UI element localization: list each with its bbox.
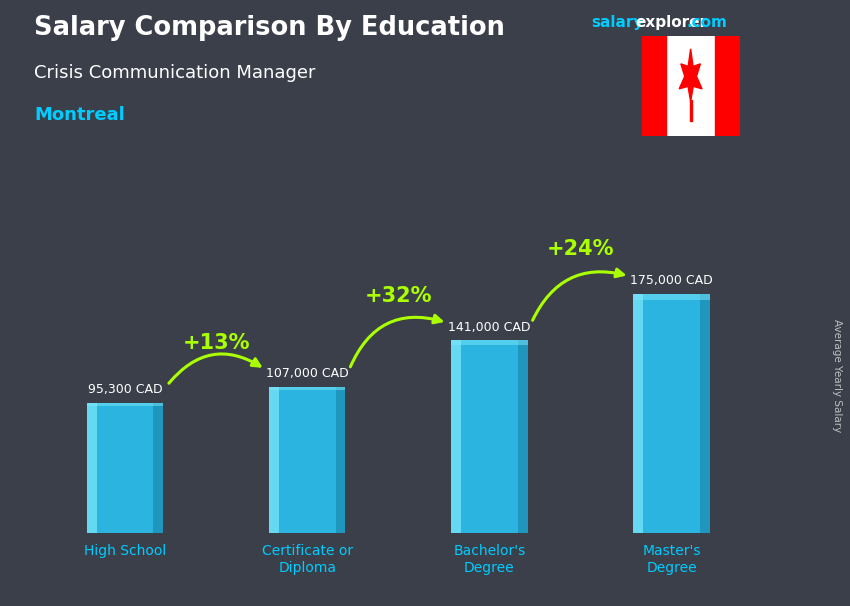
FancyBboxPatch shape [87,403,163,533]
Bar [633,293,643,533]
Bar [518,340,528,533]
FancyArrowPatch shape [350,315,441,367]
Bar [642,36,666,136]
Text: 95,300 CAD: 95,300 CAD [88,384,162,396]
Polygon shape [679,49,702,101]
Bar [451,340,461,533]
Text: 107,000 CAD: 107,000 CAD [266,367,348,381]
Bar [451,340,528,345]
Text: 141,000 CAD: 141,000 CAD [448,321,530,334]
FancyBboxPatch shape [269,387,345,533]
Bar [153,403,163,533]
Text: salary: salary [591,15,643,30]
Text: +13%: +13% [183,333,250,353]
FancyBboxPatch shape [633,293,710,533]
Bar [689,101,692,121]
Text: explorer: explorer [636,15,708,30]
FancyArrowPatch shape [533,269,623,320]
Bar [336,387,345,533]
Bar [269,387,345,390]
Text: +32%: +32% [365,286,432,306]
Bar [87,403,97,533]
Text: Crisis Communication Manager: Crisis Communication Manager [34,64,315,82]
FancyArrowPatch shape [169,354,260,383]
Bar [269,387,279,533]
Bar [700,293,710,533]
Text: Salary Comparison By Education: Salary Comparison By Education [34,15,505,41]
Bar [633,293,710,299]
Text: Average Yearly Salary: Average Yearly Salary [832,319,842,432]
Text: +24%: +24% [547,239,615,259]
Text: Montreal: Montreal [34,106,125,124]
Text: 175,000 CAD: 175,000 CAD [630,274,713,287]
Bar [87,403,163,406]
FancyBboxPatch shape [451,340,528,533]
Bar [715,36,740,136]
Text: .com: .com [687,15,728,30]
